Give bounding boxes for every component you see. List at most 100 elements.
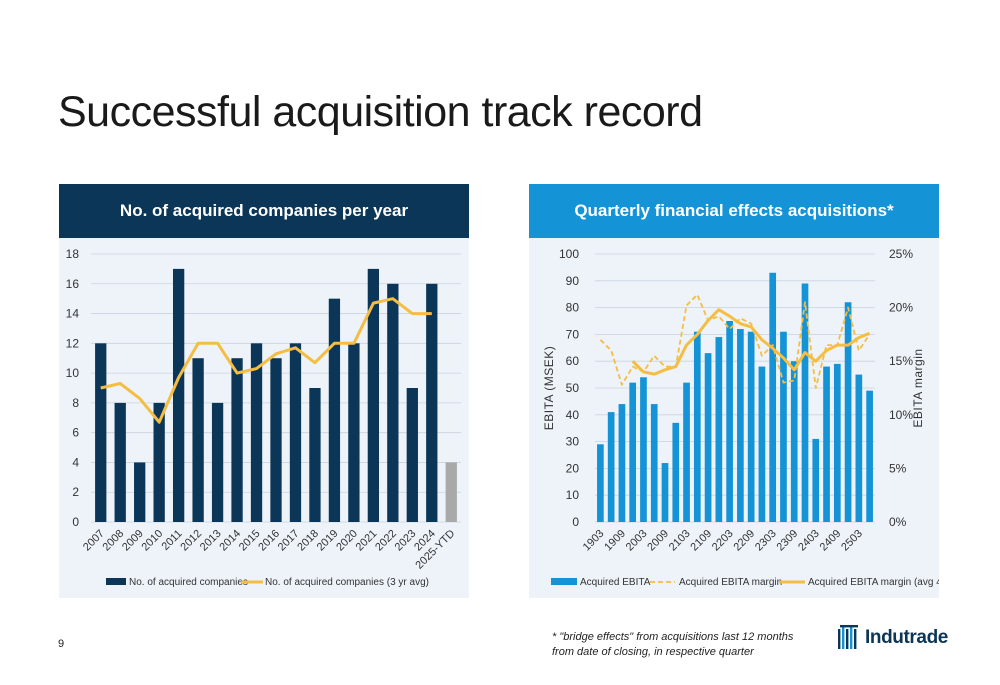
x-tick-label: 2020 — [334, 528, 360, 554]
legend-label: Acquired EBITA margin (avg 4Q) — [808, 577, 939, 588]
y2-tick-label: 15% — [889, 354, 913, 368]
x-tick-label: 2018 — [295, 528, 321, 554]
legend-swatch — [106, 578, 126, 585]
bar — [790, 361, 798, 522]
y2-tick-label: 0% — [889, 515, 907, 529]
chart-panel-acquired-companies: No. of acquired companies per year 0 2 4 6 8… — [59, 184, 469, 598]
y-tick-label: 10 — [66, 366, 80, 380]
y-tick-label: 40 — [566, 408, 580, 422]
x-tick-label: 2013 — [198, 528, 224, 554]
bar — [747, 331, 755, 522]
y-tick-label: 100 — [559, 247, 579, 261]
x-tick-label: 2010 — [139, 528, 165, 554]
acquired-companies-chart: 0246810121416182007200820092010201120122… — [66, 247, 461, 588]
y2-tick-label: 10% — [889, 408, 913, 422]
y-tick-label: 80 — [566, 301, 580, 315]
bar — [715, 337, 723, 522]
bar — [250, 343, 263, 522]
bar — [95, 343, 107, 522]
x-tick-label: 2009 — [120, 528, 146, 554]
x-tick-label: 2016 — [256, 528, 282, 554]
y2-axis-label: EBITA margin — [911, 348, 925, 427]
y-tick-label: 8 — [72, 396, 79, 410]
page-number: 9 — [58, 638, 65, 650]
x-tick-label: 2309 — [775, 528, 801, 554]
x-tick-label: 1909 — [602, 528, 628, 554]
chart-title: No. of acquired companies per year — [59, 184, 469, 238]
y-tick-label: 60 — [566, 354, 580, 368]
x-tick-label: 2019 — [315, 528, 341, 554]
bar — [348, 343, 360, 522]
x-tick-label: 2007 — [81, 528, 107, 554]
bar — [445, 462, 457, 522]
bar — [618, 404, 626, 522]
y2-tick-label: 25% — [889, 247, 913, 261]
y-tick-label: 12 — [66, 336, 80, 350]
bar — [758, 366, 766, 522]
bar — [737, 329, 744, 522]
bar — [114, 402, 126, 522]
bar — [801, 283, 809, 522]
footnote: * "bridge effects" from acquisitions las… — [552, 630, 812, 660]
quarterly-effects-chart: 0 10 20 30 40 50 60 70 80 90 100 0% 5% 10% 15% 20% 25% 19… — [542, 247, 939, 588]
x-tick-label: 2015 — [237, 528, 263, 554]
bar — [270, 358, 282, 522]
legend-label: No. of acquired companies (3 yr avg) — [265, 577, 429, 588]
bar — [328, 298, 341, 522]
y-tick-label: 0 — [572, 515, 579, 529]
bar — [192, 358, 204, 522]
x-tick-label: 2011 — [160, 528, 185, 553]
y2-tick-label: 5% — [889, 461, 907, 475]
x-tick-label: 1903 — [581, 528, 607, 554]
x-tick-label: 2209 — [731, 528, 757, 554]
legend-swatch — [551, 578, 577, 585]
x-tick-label: 2021 — [354, 528, 380, 554]
bar — [704, 353, 712, 522]
x-tick-label: 2008 — [101, 528, 127, 554]
x-tick-label: 2009 — [645, 528, 671, 554]
bar — [833, 363, 841, 522]
y-tick-label: 16 — [66, 277, 80, 291]
bar — [780, 331, 787, 522]
y-tick-label: 90 — [566, 274, 580, 288]
bar — [693, 331, 701, 522]
footnote-line: * "bridge effects" from acquisitions las… — [552, 631, 794, 643]
x-tick-label: 2203 — [710, 528, 736, 554]
bar — [672, 422, 680, 522]
bar — [769, 272, 777, 522]
chart-panel-quarterly-effects: Quarterly financial effects acquisitions… — [529, 184, 939, 598]
bar — [629, 382, 637, 522]
avg-margin-line — [631, 308, 871, 376]
bar — [231, 358, 243, 522]
y-tick-label: 30 — [566, 435, 580, 449]
page-title: Successful acquisition track record — [58, 88, 703, 136]
y-tick-label: 14 — [66, 307, 80, 321]
legend-label: Acquired EBITA margin — [679, 577, 782, 588]
y-tick-label: 2 — [72, 485, 79, 499]
bar — [289, 343, 302, 522]
bar — [844, 302, 852, 522]
bar — [309, 388, 321, 522]
bar — [134, 462, 146, 522]
x-tick-label: 2109 — [688, 528, 714, 554]
y-tick-label: 6 — [72, 426, 79, 440]
bar — [597, 444, 604, 522]
y-tick-label: 20 — [566, 461, 580, 475]
bar — [172, 268, 185, 522]
x-tick-label: 2303 — [753, 528, 779, 554]
x-tick-label: 2503 — [839, 528, 865, 554]
x-tick-label: 2022 — [373, 528, 399, 554]
bar — [640, 377, 647, 522]
x-tick-label: 2409 — [818, 528, 844, 554]
x-tick-label: 2103 — [667, 528, 693, 554]
bar — [812, 438, 820, 522]
legend-label: No. of acquired companies — [129, 577, 248, 588]
bar — [367, 268, 380, 522]
x-tick-label: 2403 — [796, 528, 822, 554]
x-tick-label: 2023 — [393, 528, 419, 554]
x-tick-label: 2003 — [624, 528, 650, 554]
avg-line — [100, 297, 432, 424]
bar — [726, 321, 733, 522]
company-logo: Indutrade — [838, 625, 948, 651]
footnote-line: from date of closing, in respective quar… — [552, 646, 754, 658]
